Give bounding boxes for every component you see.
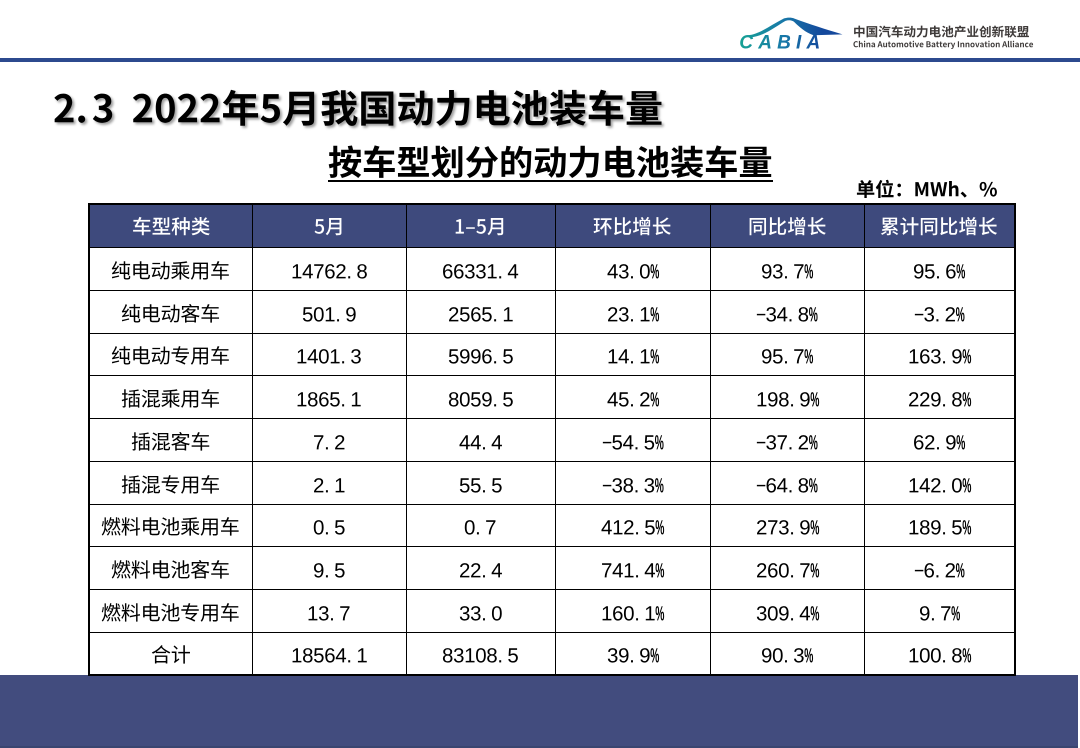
svg-text:CABIA: CABIA	[739, 33, 825, 54]
